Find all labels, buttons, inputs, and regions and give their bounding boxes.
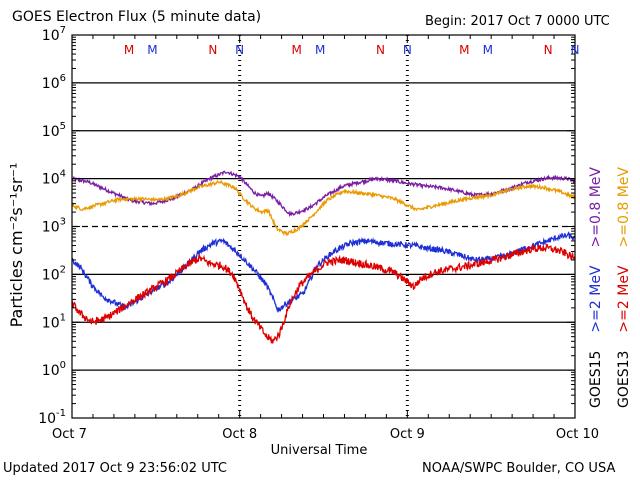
series-line	[71, 170, 576, 218]
legend-item: >=2 MeV	[588, 265, 604, 333]
mn-marker-label: N	[235, 43, 244, 57]
x-tick-label: Oct 8	[222, 427, 257, 442]
y-tick-base: 10	[42, 363, 60, 379]
mn-marker-label: N	[571, 43, 580, 57]
y-tick-exponent: 6	[60, 73, 66, 84]
x-tick-labels: Oct 7 Oct 8 Oct 9 Oct 10	[52, 427, 599, 442]
legend: GOES15 >=2 MeV >=0.8 MeV GOES13 >=2 MeV >=0.8…	[588, 167, 632, 408]
y-tick-exponent: 5	[60, 121, 66, 132]
grid-lines	[72, 82, 575, 371]
y-tick-base: 10	[42, 172, 60, 188]
mn-marker-label: M	[291, 43, 301, 57]
mn-marker-label: M	[483, 43, 493, 57]
y-tick-base: 10	[42, 124, 60, 140]
begin-time-label: Begin: 2017 Oct 7 0000 UTC	[425, 14, 610, 29]
y-tick-base: 10	[42, 76, 60, 92]
y-tick-label: 107	[42, 25, 66, 44]
x-tick-label: Oct 10	[556, 427, 599, 442]
x-tick-label: Oct 7	[52, 427, 87, 442]
x-axis-title: Universal Time	[271, 443, 368, 458]
y-tick-exponent: 2	[60, 264, 66, 275]
y-tick-exponent: 4	[60, 169, 66, 180]
y-tick-base: 10	[42, 267, 60, 283]
series-line	[71, 243, 576, 344]
legend-satellite: GOES13	[616, 351, 632, 408]
series-lines	[71, 170, 576, 344]
y-tick-exponent: 3	[60, 217, 66, 228]
y-tick-label: 103	[42, 217, 66, 236]
y-tick-exponent: -1	[56, 408, 66, 419]
mn-marker-label: M	[147, 43, 157, 57]
legend-satellite: GOES15	[588, 351, 604, 408]
mn-marker-label: N	[376, 43, 385, 57]
y-tick-exponent: 7	[60, 25, 66, 36]
y-tick-label: 10-1	[38, 408, 66, 427]
y-tick-label: 106	[42, 73, 66, 92]
legend-column: GOES13 >=2 MeV >=0.8 MeV	[616, 167, 632, 408]
x-tick-label: Oct 9	[390, 427, 425, 442]
y-tick-base: 10	[42, 220, 60, 236]
legend-item: >=0.8 MeV	[588, 167, 604, 248]
y-tick-label: 100	[42, 360, 66, 379]
legend-column: GOES15 >=2 MeV >=0.8 MeV	[588, 167, 604, 408]
y-tick-base: 10	[38, 411, 56, 427]
series-line	[71, 231, 576, 313]
mn-marker-label: M	[459, 43, 469, 57]
mn-marker-label: N	[544, 43, 553, 57]
mn-marker-label: N	[208, 43, 217, 57]
y-axis-title: Particles cm⁻²s⁻¹sr⁻¹	[7, 163, 26, 328]
y-tick-base: 10	[42, 315, 60, 331]
y-tick-label: 101	[42, 312, 66, 331]
mn-marker-label: M	[315, 43, 325, 57]
y-tick-label: 102	[42, 264, 66, 283]
updated-timestamp: Updated 2017 Oct 9 23:56:02 UTC	[3, 461, 227, 476]
chart-title: GOES Electron Flux (5 minute data)	[12, 9, 262, 25]
mn-marker-label: N	[403, 43, 412, 57]
y-tick-label: 104	[42, 169, 66, 188]
credit-label: NOAA/SWPC Boulder, CO USA	[422, 461, 616, 476]
series-line	[71, 179, 576, 237]
mn-marker-label: M	[124, 43, 134, 57]
legend-item: >=2 MeV	[616, 265, 632, 333]
y-tick-exponent: 1	[60, 312, 66, 323]
y-tick-base: 10	[42, 28, 60, 44]
plot-frame	[71, 34, 576, 419]
y-tick-label: 105	[42, 121, 66, 140]
y-tick-exponent: 0	[60, 360, 66, 371]
legend-item: >=0.8 MeV	[616, 167, 632, 248]
